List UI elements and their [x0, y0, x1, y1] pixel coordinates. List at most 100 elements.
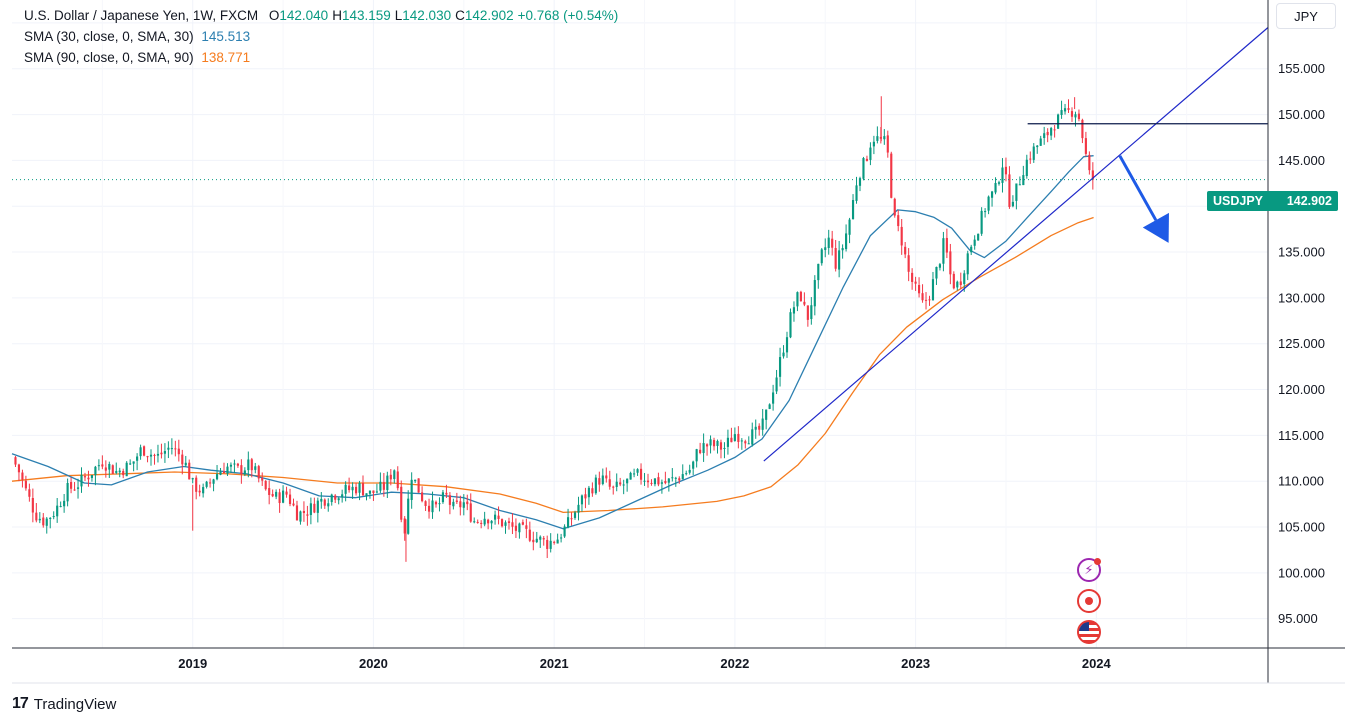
candle-body [796, 292, 799, 307]
candle-body [699, 449, 702, 454]
price-tick-label: 120.000 [1278, 382, 1325, 397]
candle-body [865, 158, 869, 161]
candle-body [1050, 128, 1053, 136]
candle-body [372, 490, 375, 494]
candle-body [1081, 119, 1084, 139]
candle-body [897, 215, 900, 227]
candle-body [740, 440, 743, 442]
candle-body [348, 485, 351, 491]
legend: U.S. Dollar / Japanese Yen, 1W, FXCM O14… [24, 5, 618, 68]
symbol-title[interactable]: U.S. Dollar / Japanese Yen, 1W, FXCM [24, 8, 259, 23]
candle-body [681, 474, 684, 480]
legend-sma90-row[interactable]: SMA (90, close, 0, SMA, 90) 138.771 [24, 47, 618, 68]
drawings[interactable] [12, 27, 1269, 462]
candles [14, 96, 1094, 562]
candle-body [361, 483, 365, 496]
candle-body [288, 494, 292, 504]
candle-body [1070, 111, 1074, 117]
candle-body [723, 447, 726, 449]
candle-body [421, 492, 424, 502]
candle-body [73, 489, 76, 491]
candle-body [838, 250, 841, 270]
price-tick-label: 130.000 [1278, 290, 1325, 305]
candle-body [973, 239, 976, 246]
candle-body [184, 462, 187, 466]
price-tick-label: 105.000 [1278, 520, 1325, 535]
candle-body [209, 482, 212, 484]
candle-body [31, 498, 34, 513]
candle-body [316, 500, 319, 513]
candle-body [1043, 133, 1046, 139]
us-flag-icon[interactable] [1077, 620, 1101, 644]
candle-body [344, 484, 347, 494]
candle-body [243, 470, 246, 475]
ohlc-change: +0.768 (+0.54%) [517, 8, 619, 23]
candle-body [268, 488, 271, 495]
candle-body [1025, 159, 1028, 177]
candle-body [261, 477, 264, 481]
candle-body [799, 291, 802, 302]
candle-body [476, 521, 479, 523]
candle-body [705, 444, 709, 447]
candle-body [448, 495, 451, 505]
candle-body [17, 464, 21, 473]
candle-body [539, 536, 542, 540]
candle-body [174, 448, 177, 450]
candle-body [754, 426, 757, 430]
sma30-line [11, 155, 1094, 530]
candle-body [35, 512, 38, 521]
candle-body [886, 135, 889, 153]
candle-body [931, 279, 935, 301]
candle-body [45, 518, 48, 526]
candle-body [1032, 146, 1035, 160]
candle-body [229, 464, 233, 467]
candle-body [560, 537, 563, 539]
candle-body [80, 474, 83, 487]
tradingview-brand[interactable]: 17 TradingView [12, 695, 116, 713]
candle-body [869, 147, 872, 160]
candle-body [747, 443, 750, 445]
candle-body [487, 519, 490, 524]
candle-body [111, 465, 114, 474]
candle-body [271, 493, 274, 497]
candle-body [633, 473, 636, 475]
candle-body [883, 136, 886, 140]
candle-body [643, 480, 646, 482]
candle-body [692, 461, 695, 469]
currency-button[interactable]: JPY [1276, 3, 1336, 29]
candle-body [553, 541, 556, 543]
last-price-badge: USDJPY 142.902 [1207, 191, 1338, 211]
candle-body [817, 263, 820, 281]
candle-body [76, 487, 80, 489]
legend-sma30-row[interactable]: SMA (30, close, 0, SMA, 30) 145.513 [24, 26, 618, 47]
candle-body [1088, 154, 1091, 171]
candle-body [608, 479, 611, 487]
candle-body [445, 492, 448, 495]
candle-body [38, 518, 41, 521]
candle-body [532, 539, 535, 543]
candle-body [292, 503, 295, 506]
tradingview-logo: 17 [12, 695, 29, 712]
candle-body [219, 471, 222, 475]
candle-body [410, 479, 413, 500]
flash-icon[interactable]: ⚡ [1077, 558, 1101, 582]
candle-body [591, 488, 594, 494]
candle-body [59, 506, 62, 508]
candle-body [52, 516, 55, 518]
candle-body [970, 246, 973, 253]
candle-body [935, 266, 938, 279]
sma30-value: 145.513 [201, 29, 251, 44]
time-tick-label: 2024 [1082, 656, 1112, 671]
candle-body [118, 470, 121, 473]
candle-body [254, 466, 257, 470]
price-tick-label: 115.000 [1278, 428, 1324, 443]
record-icon[interactable] [1077, 589, 1101, 613]
candle-body [674, 477, 677, 479]
candle-body [601, 475, 604, 484]
candle-body [132, 461, 135, 464]
price-tick-label: 150.000 [1278, 107, 1325, 122]
candle-body [264, 480, 267, 490]
candle-body [792, 307, 796, 314]
time-tick-label: 2022 [720, 656, 749, 671]
